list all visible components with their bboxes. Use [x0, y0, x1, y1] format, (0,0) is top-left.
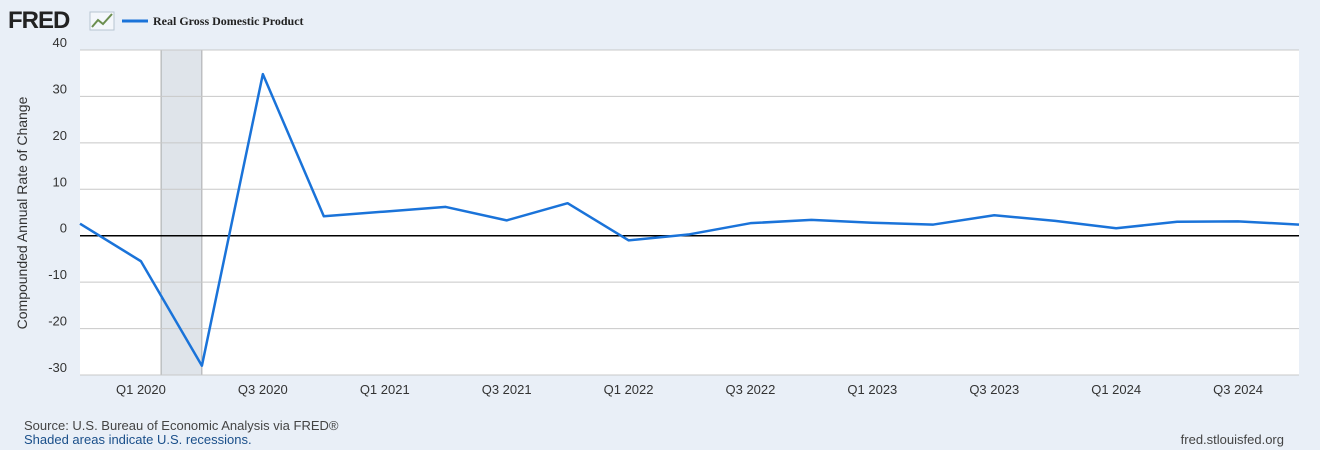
x-tick-label: Q3 2021 — [482, 382, 532, 397]
x-tick-label: Q1 2022 — [604, 382, 654, 397]
x-tick-label: Q1 2020 — [116, 382, 166, 397]
x-tick-label: Q1 2023 — [847, 382, 897, 397]
logo-icon — [89, 11, 115, 31]
x-tick-label: Q1 2024 — [1091, 382, 1141, 397]
legend-label: Real Gross Domestic Product — [153, 14, 304, 28]
y-tick-label: 20 — [53, 128, 67, 143]
y-tick-label: -10 — [48, 267, 67, 282]
x-tick-label: Q1 2021 — [360, 382, 410, 397]
data-line — [79, 72, 1300, 367]
y-tick-label: -20 — [48, 314, 67, 329]
recession-shading — [160, 49, 203, 376]
y-tick-label: -30 — [48, 360, 67, 375]
y-tick-label: 0 — [60, 221, 67, 236]
x-tick-label: Q3 2024 — [1213, 382, 1263, 397]
y-tick-label: 10 — [53, 174, 67, 189]
y-axis-label: Compounded Annual Rate of Change — [14, 96, 30, 329]
logo[interactable]: FRED — [8, 7, 71, 34]
y-tick-label: 30 — [53, 81, 67, 96]
x-tick-label: Q3 2023 — [969, 382, 1019, 397]
y-tick-label: 40 — [53, 35, 67, 50]
source: Source: U.S. Bureau of Economic Analysis… — [24, 418, 339, 433]
x-tick-label: Q3 2020 — [238, 382, 288, 397]
plot-area — [80, 50, 1299, 375]
x-tick-label: Q3 2022 — [726, 382, 776, 397]
recession-note[interactable]: Shaded areas indicate U.S. recessions. — [24, 432, 252, 447]
site-link[interactable]: fred.stlouisfed.org — [1181, 432, 1284, 447]
